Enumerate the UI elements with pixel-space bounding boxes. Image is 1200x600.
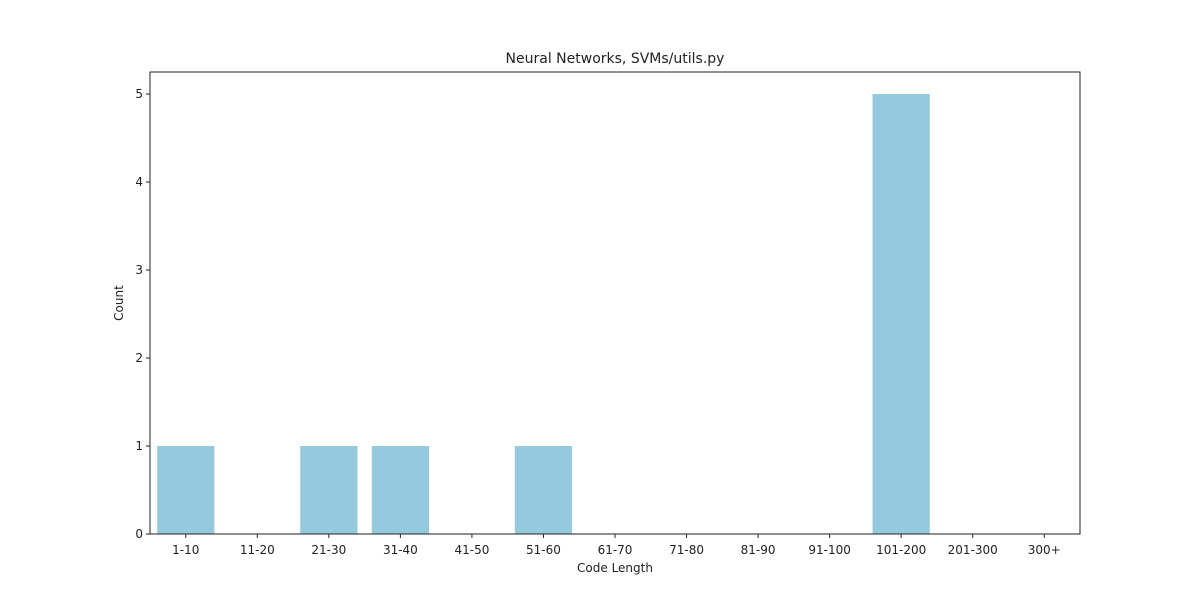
bars-group: [157, 94, 930, 534]
plot-frame: [149, 71, 1081, 535]
y-tick-label: 0: [135, 527, 143, 541]
y-axis-ticks: 0 1 2 3 4 5: [135, 87, 150, 541]
x-tick-label: 31-40: [383, 543, 418, 557]
y-tick-label: 3: [135, 263, 143, 277]
chart-title: Neural Networks, SVMs/utils.py: [506, 51, 725, 67]
y-tick-label: 5: [135, 87, 143, 101]
x-tick-label: 41-50: [454, 543, 489, 557]
y-tick-label: 2: [135, 351, 143, 365]
bar-101-200: [872, 94, 930, 534]
x-axis-label: Code Length: [577, 561, 653, 575]
y-tick-label: 1: [135, 439, 143, 453]
x-tick-label: 21-30: [311, 543, 346, 557]
y-axis-label: Count: [112, 285, 126, 321]
bar-1-10: [157, 446, 215, 534]
x-tick-label: 61-70: [598, 543, 633, 557]
x-tick-label: 101-200: [876, 543, 926, 557]
x-tick-label: 201-300: [948, 543, 998, 557]
bar-21-30: [300, 446, 358, 534]
x-tick-label: 51-60: [526, 543, 561, 557]
bar-51-60: [514, 446, 573, 534]
x-tick-label: 300+: [1028, 543, 1061, 557]
x-tick-label: 81-90: [741, 543, 776, 557]
x-tick-label: 71-80: [669, 543, 704, 557]
bar-31-40: [371, 446, 429, 534]
x-tick-label: 1-10: [172, 543, 199, 557]
x-axis-ticks: 1-10 11-20 21-30 31-40 41-50 51-60 61-70 71-80 8…: [172, 534, 1061, 557]
y-tick-label: 4: [135, 175, 143, 189]
x-tick-label: 11-20: [240, 543, 275, 557]
x-tick-label: 91-100: [808, 543, 851, 557]
